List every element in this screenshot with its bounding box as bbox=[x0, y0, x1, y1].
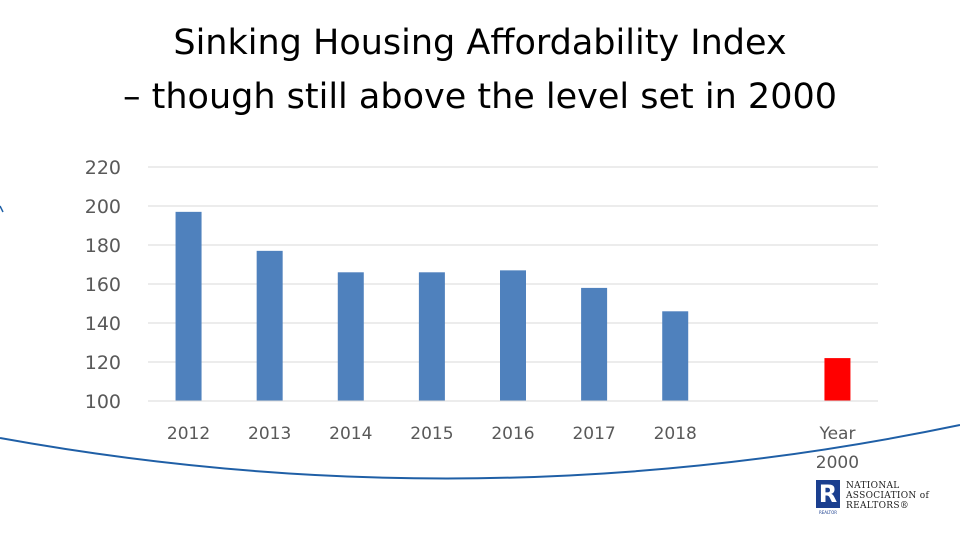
x-tick-label: Year bbox=[818, 424, 855, 444]
realtors-logo: R REALTOR NATIONAL ASSOCIATION of REALTO… bbox=[816, 480, 946, 520]
y-tick-label: 180 bbox=[85, 235, 121, 257]
y-tick-label: 200 bbox=[85, 196, 121, 218]
x-tick-label: 2017 bbox=[572, 424, 615, 444]
x-tick-label: 2014 bbox=[329, 424, 372, 444]
y-tick-label: 140 bbox=[85, 313, 121, 335]
y-tick-label: 220 bbox=[85, 157, 121, 179]
logo-line-1: NATIONAL bbox=[846, 481, 900, 491]
bar-2012 bbox=[175, 211, 202, 401]
x-axis-labels: 2012 2013 2014 2015 2016 2017 2018 Year 2000 bbox=[167, 424, 859, 473]
realtor-r-icon: R bbox=[816, 480, 840, 508]
x-tick-label: 2018 bbox=[654, 424, 697, 444]
logo-text: NATIONAL ASSOCIATION of REALTORS® bbox=[846, 481, 929, 511]
slide-title: Sinking Housing Affordability Index – th… bbox=[0, 16, 960, 124]
bar-2018 bbox=[662, 311, 689, 401]
bar-2014 bbox=[337, 272, 364, 401]
x-tick-label: 2000 bbox=[816, 453, 859, 473]
y-tick-label: 120 bbox=[85, 352, 121, 374]
decorative-arc bbox=[0, 424, 960, 480]
logo-line-2: ASSOCIATION of bbox=[846, 491, 930, 501]
bar-year-2000 bbox=[824, 358, 851, 401]
bar-2013 bbox=[256, 250, 283, 401]
bars bbox=[175, 211, 851, 401]
x-tick-label: 2016 bbox=[491, 424, 534, 444]
x-tick-label: 2013 bbox=[248, 424, 291, 444]
realtor-mark-sub: REALTOR bbox=[818, 510, 838, 515]
bar-2016 bbox=[500, 270, 526, 401]
x-tick-label: 2015 bbox=[410, 424, 453, 444]
x-tick-label: 2012 bbox=[167, 424, 210, 444]
bar-2015 bbox=[418, 272, 445, 401]
title-line-2: – though still above the level set in 20… bbox=[123, 77, 837, 117]
y-tick-label: 100 bbox=[85, 391, 121, 413]
title-line-1: Sinking Housing Affordability Index bbox=[173, 23, 787, 63]
bar-2017 bbox=[581, 287, 608, 401]
slide-edge-mark bbox=[0, 205, 4, 213]
y-tick-label: 160 bbox=[85, 274, 121, 296]
logo-line-3: REALTORS® bbox=[846, 501, 910, 511]
y-axis-ticks: 100 120 140 160 180 200 220 bbox=[85, 157, 121, 413]
